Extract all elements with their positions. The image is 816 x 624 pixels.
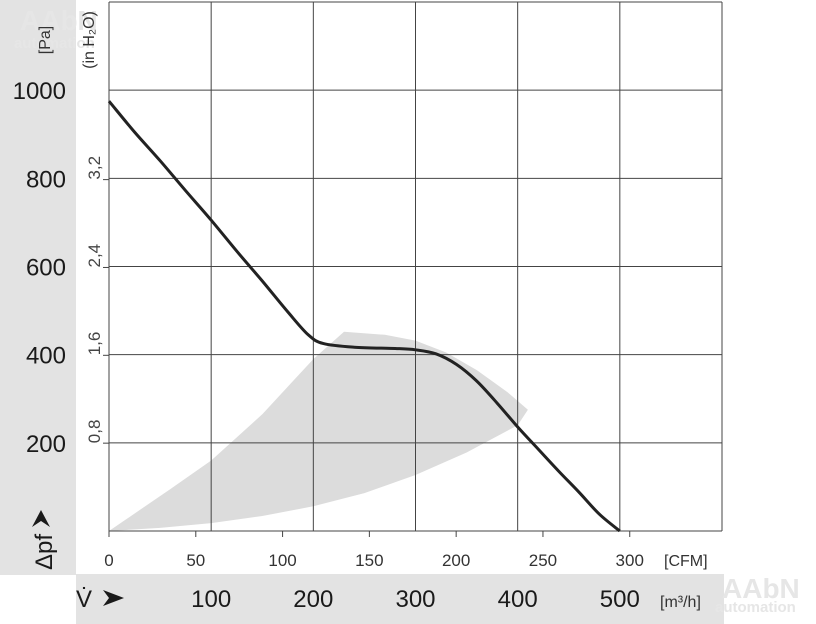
watermark-top-sub: automation bbox=[14, 35, 95, 52]
x-axis-label-cfm: [CFM] bbox=[664, 553, 708, 570]
x-tick-m3h-200: 200 bbox=[293, 586, 333, 613]
y-tick-pa-800: 800 bbox=[26, 166, 66, 193]
x-tick-cfm-250: 250 bbox=[529, 551, 557, 570]
y-tick-pa-200: 200 bbox=[26, 431, 66, 458]
left-axis-band bbox=[0, 0, 76, 575]
x-tick-cfm-200: 200 bbox=[442, 551, 470, 570]
x-tick-cfm-0: 0 bbox=[104, 551, 113, 570]
x-tick-m3h-100: 100 bbox=[191, 586, 231, 613]
x-axis-arrow-icon bbox=[103, 590, 124, 606]
x-tick-m3h-300: 300 bbox=[395, 586, 435, 613]
y-axis-label-inh2o: (in H₂O) bbox=[81, 11, 98, 69]
x-tick-cfm-100: 100 bbox=[268, 551, 296, 570]
y-axis-symbol: Δpf bbox=[31, 534, 58, 570]
x-axis-label-m3h: [m³/h] bbox=[660, 594, 701, 611]
fan-pressure-curve bbox=[107, 100, 621, 533]
y-axis-label-pa: [Pa] bbox=[37, 26, 54, 54]
tick-labels: 200 400 600 800 1000 0,8 1,6 2,4 3,2 0 50 100 150 200… bbox=[13, 78, 644, 613]
y-tick-pa-400: 400 bbox=[26, 343, 66, 370]
x-tick-m3h-400: 400 bbox=[498, 586, 538, 613]
x-tick-cfm-150: 150 bbox=[355, 551, 383, 570]
watermark-bottom: AAbN bbox=[722, 573, 800, 604]
x-tick-cfm-50: 50 bbox=[186, 551, 205, 570]
y-axis-arrow-icon bbox=[32, 510, 50, 527]
bottom-axis-band bbox=[76, 574, 724, 624]
watermark-top: AAbN bbox=[20, 5, 98, 36]
x-tick-cfm-300: 300 bbox=[616, 551, 644, 570]
grid bbox=[108, 1, 723, 532]
x-tick-m3h-500: 500 bbox=[600, 586, 640, 613]
y-tick-pa-1000: 1000 bbox=[13, 78, 66, 105]
y-tick-inh2o-3: 3,2 bbox=[85, 156, 104, 180]
y-tick-inh2o-1: 1,6 bbox=[85, 332, 104, 356]
y-tick-inh2o-0: 0,8 bbox=[85, 420, 104, 444]
y-tick-inh2o-2: 2,4 bbox=[85, 244, 104, 268]
x-axis-symbol: V̇ bbox=[76, 585, 92, 613]
watermark-bottom-sub: automation bbox=[715, 599, 796, 616]
operating-range-region bbox=[109, 331, 528, 531]
y-tick-pa-600: 600 bbox=[26, 255, 66, 282]
